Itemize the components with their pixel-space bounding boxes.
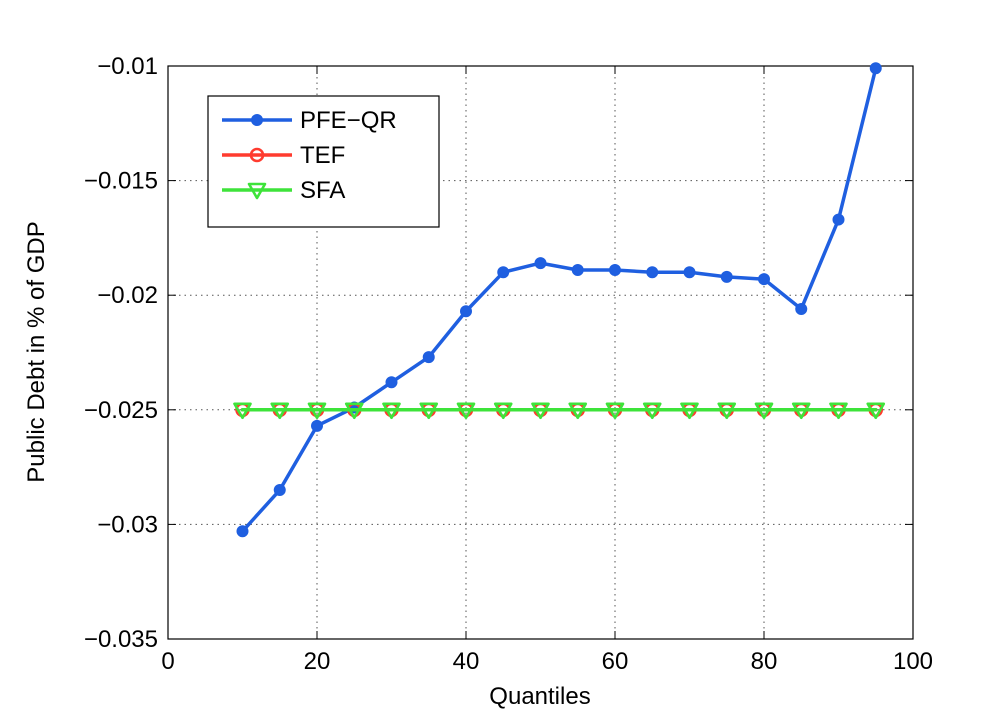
data-point	[605, 402, 625, 420]
x-tick-label: 100	[893, 648, 933, 675]
legend-marker	[251, 114, 263, 126]
data-point	[795, 302, 808, 315]
series-2	[233, 402, 886, 420]
legend-label: TEF	[300, 142, 345, 169]
x-tick-label: 20	[304, 648, 331, 675]
plot-frame	[167, 65, 914, 640]
data-point	[344, 402, 364, 420]
data-point	[419, 402, 439, 420]
x-tick-label: 80	[751, 648, 778, 675]
data-point	[422, 351, 435, 364]
data-point	[571, 263, 584, 276]
x-tick-label: 40	[453, 648, 480, 675]
legend-label: PFE−QR	[300, 107, 397, 134]
y-tick-label: −0.01	[97, 53, 158, 80]
y-tick-label: −0.015	[84, 168, 158, 195]
legend-label: SFA	[300, 177, 345, 204]
data-point	[568, 402, 588, 420]
y-tick-label: −0.035	[84, 626, 158, 653]
data-point	[717, 402, 737, 420]
data-point	[273, 484, 286, 497]
y-tick-label: −0.03	[97, 511, 158, 538]
data-point	[829, 402, 848, 420]
data-point	[754, 402, 774, 420]
data-point	[866, 402, 886, 420]
data-point	[493, 402, 513, 420]
data-point	[869, 62, 882, 75]
x-axis-title: Quantiles	[489, 683, 590, 710]
legend-box	[207, 95, 440, 228]
data-point	[609, 263, 621, 276]
data-point	[236, 525, 249, 538]
data-point	[832, 213, 845, 226]
data-point	[720, 270, 733, 283]
data-point	[233, 402, 252, 420]
data-point	[385, 376, 398, 389]
data-point	[646, 266, 659, 279]
legend-marker	[247, 182, 267, 200]
y-tick-label: −0.02	[97, 282, 158, 309]
data-point	[460, 305, 472, 318]
data-point	[758, 273, 770, 286]
data-point	[642, 402, 662, 420]
legend-item: SFA	[222, 177, 345, 204]
legend: PFE−QR TEF SFA	[207, 95, 440, 228]
data-point	[270, 402, 290, 420]
data-point	[791, 402, 811, 420]
data-point	[307, 402, 327, 420]
data-point	[382, 402, 401, 420]
y-tick-label: −0.025	[84, 397, 158, 424]
axis-ticks: 0 20 40 60 80 100 −0.035 −0.03 −0.025 −0.02 −0.015…	[84, 53, 933, 675]
x-tick-label: 0	[161, 648, 174, 675]
data-point	[531, 402, 550, 420]
data-point	[534, 257, 547, 270]
legend-item: PFE−QR	[222, 107, 397, 134]
series-layer	[233, 62, 886, 538]
data-point	[683, 266, 696, 279]
grid	[168, 66, 913, 639]
data-point	[680, 402, 699, 420]
legend-marker	[249, 147, 265, 163]
data-point	[311, 419, 323, 432]
data-point	[497, 266, 510, 279]
legend-item: TEF	[222, 142, 345, 169]
x-tick-label: 60	[602, 648, 629, 675]
data-point	[456, 402, 476, 420]
y-axis-title: Public Debt in % of GDP	[23, 221, 50, 482]
